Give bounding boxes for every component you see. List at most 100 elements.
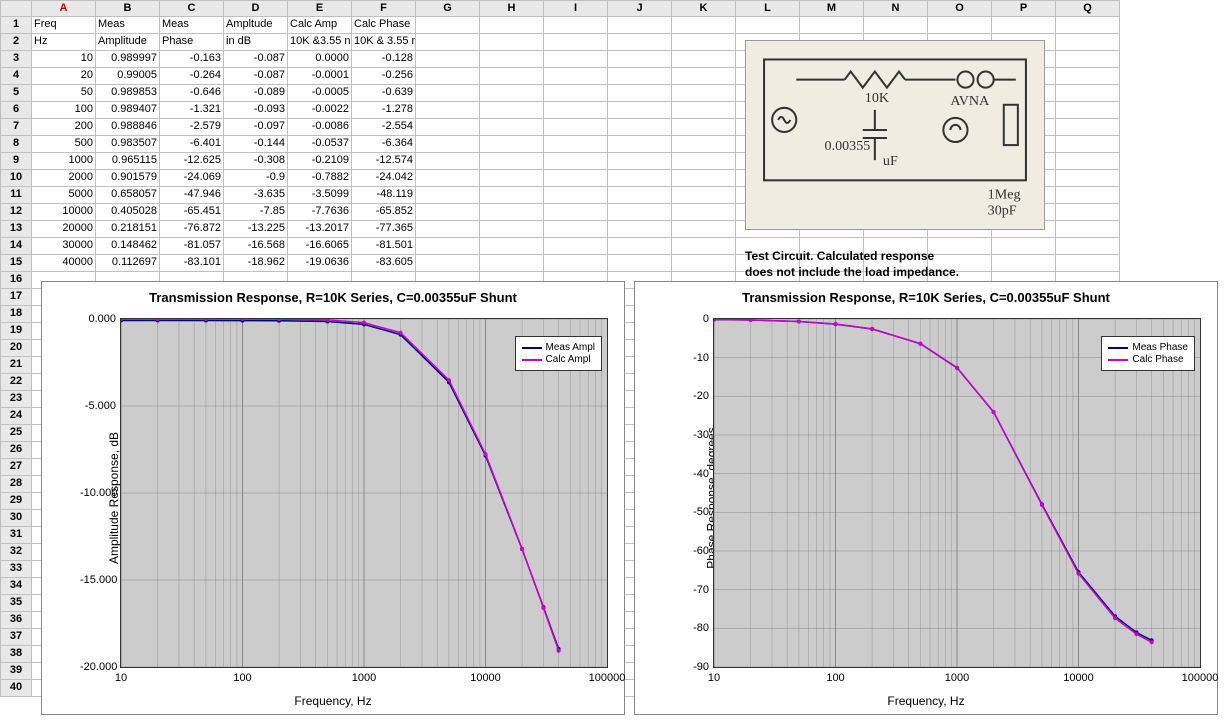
cell[interactable]	[416, 221, 480, 238]
row-header[interactable]: 24	[0, 408, 32, 425]
cell[interactable]: -0.097	[224, 119, 288, 136]
row-header[interactable]: 19	[0, 323, 32, 340]
cell[interactable]: -12.625	[160, 153, 224, 170]
cell[interactable]: 10K &3.55 nF	[288, 34, 352, 51]
cell[interactable]: -0.087	[224, 68, 288, 85]
column-header[interactable]: F	[352, 0, 416, 17]
cell[interactable]: -7.7636	[288, 204, 352, 221]
cell[interactable]: -81.057	[160, 238, 224, 255]
cell[interactable]: 0.989997	[96, 51, 160, 68]
cell[interactable]	[608, 17, 672, 34]
cell[interactable]	[1056, 136, 1120, 153]
cell[interactable]: 20	[32, 68, 96, 85]
cell[interactable]: 10000	[32, 204, 96, 221]
cell[interactable]	[480, 204, 544, 221]
cell[interactable]	[672, 51, 736, 68]
row-header[interactable]: 11	[0, 187, 32, 204]
row-header[interactable]: 38	[0, 646, 32, 663]
row-header[interactable]: 34	[0, 578, 32, 595]
cell[interactable]	[672, 136, 736, 153]
cell[interactable]: 0.988846	[96, 119, 160, 136]
column-header[interactable]: G	[416, 0, 480, 17]
cell[interactable]: -24.042	[352, 170, 416, 187]
cell[interactable]	[992, 17, 1056, 34]
row-header[interactable]: 5	[0, 85, 32, 102]
cell[interactable]: -0.0005	[288, 85, 352, 102]
cell[interactable]	[992, 238, 1056, 255]
cell[interactable]: 0.99005	[96, 68, 160, 85]
cell[interactable]	[416, 136, 480, 153]
row-header[interactable]: 14	[0, 238, 32, 255]
cell[interactable]	[544, 170, 608, 187]
cell[interactable]	[608, 204, 672, 221]
cell[interactable]: -1.278	[352, 102, 416, 119]
cell[interactable]	[608, 187, 672, 204]
cell[interactable]	[544, 51, 608, 68]
cell[interactable]: Ampltude	[224, 17, 288, 34]
row-header[interactable]: 9	[0, 153, 32, 170]
cell[interactable]	[608, 34, 672, 51]
cell[interactable]: -0.639	[352, 85, 416, 102]
cell[interactable]	[544, 85, 608, 102]
cell[interactable]: -13.225	[224, 221, 288, 238]
cell[interactable]	[736, 17, 800, 34]
cell[interactable]: -48.119	[352, 187, 416, 204]
cell[interactable]: -0.0022	[288, 102, 352, 119]
cell[interactable]	[416, 102, 480, 119]
cell[interactable]: 200	[32, 119, 96, 136]
cell[interactable]	[864, 17, 928, 34]
column-header[interactable]: K	[672, 0, 736, 17]
cell[interactable]: -16.6065	[288, 238, 352, 255]
cell[interactable]	[544, 238, 608, 255]
row-header[interactable]: 37	[0, 629, 32, 646]
cell[interactable]	[672, 68, 736, 85]
column-header[interactable]: B	[96, 0, 160, 17]
cell[interactable]	[1056, 119, 1120, 136]
cell[interactable]: 30000	[32, 238, 96, 255]
cell[interactable]	[416, 68, 480, 85]
cell[interactable]	[608, 221, 672, 238]
cell[interactable]	[1056, 204, 1120, 221]
row-header[interactable]: 35	[0, 595, 32, 612]
cell[interactable]	[416, 17, 480, 34]
cell[interactable]	[800, 17, 864, 34]
column-header[interactable]: P	[992, 0, 1056, 17]
row-header[interactable]: 29	[0, 493, 32, 510]
cell[interactable]: -13.2017	[288, 221, 352, 238]
cell[interactable]	[672, 187, 736, 204]
cell[interactable]	[416, 119, 480, 136]
cell[interactable]	[1056, 187, 1120, 204]
cell[interactable]: -0.0086	[288, 119, 352, 136]
cell[interactable]: -0.144	[224, 136, 288, 153]
cell[interactable]: 500	[32, 136, 96, 153]
cell[interactable]	[672, 238, 736, 255]
cell[interactable]	[544, 68, 608, 85]
column-header[interactable]: H	[480, 0, 544, 17]
cell[interactable]: -0.7882	[288, 170, 352, 187]
cell[interactable]	[1056, 102, 1120, 119]
cell[interactable]	[480, 17, 544, 34]
cell[interactable]: 0.658057	[96, 187, 160, 204]
row-header[interactable]: 30	[0, 510, 32, 527]
column-header[interactable]: Q	[1056, 0, 1120, 17]
row-header[interactable]: 13	[0, 221, 32, 238]
cell[interactable]	[544, 136, 608, 153]
row-header[interactable]: 40	[0, 680, 32, 697]
cell[interactable]: -0.0001	[288, 68, 352, 85]
column-header[interactable]: N	[864, 0, 928, 17]
cell[interactable]: -0.256	[352, 68, 416, 85]
row-header[interactable]: 10	[0, 170, 32, 187]
cell[interactable]: -0.087	[224, 51, 288, 68]
cell[interactable]: -2.579	[160, 119, 224, 136]
cell[interactable]	[1056, 85, 1120, 102]
cell[interactable]: -0.2109	[288, 153, 352, 170]
cell[interactable]: -83.605	[352, 255, 416, 272]
cell[interactable]: -77.365	[352, 221, 416, 238]
row-header[interactable]: 39	[0, 663, 32, 680]
cell[interactable]: -65.451	[160, 204, 224, 221]
cell[interactable]	[480, 187, 544, 204]
cell[interactable]: -18.962	[224, 255, 288, 272]
cell[interactable]	[608, 119, 672, 136]
cell[interactable]	[672, 255, 736, 272]
row-header[interactable]: 6	[0, 102, 32, 119]
